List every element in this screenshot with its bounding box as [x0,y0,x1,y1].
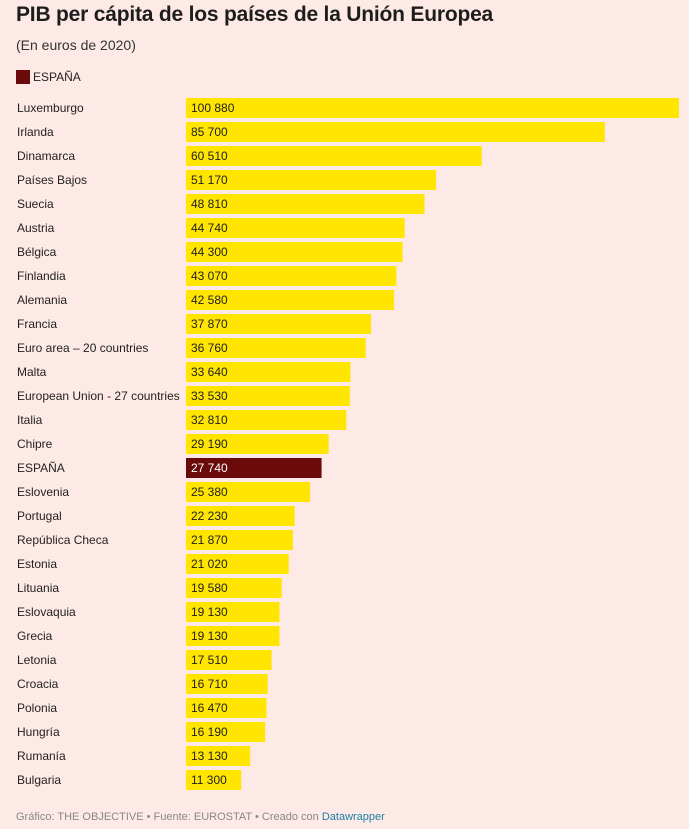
footer-text: Gráfico: THE OBJECTIVE • Fuente: EUROSTA… [16,811,322,823]
row-label: ESPAÑA [17,461,65,475]
bar [186,698,267,718]
bar [186,386,350,406]
bar-value-label: 33 530 [191,389,228,403]
bar-value-label: 100 880 [191,101,235,115]
bar-value-label: 60 510 [191,149,228,163]
bar [186,578,282,598]
row-label: Euro area – 20 countries [17,341,148,355]
bar [186,674,268,694]
bar [186,626,280,646]
bar [186,242,403,262]
bar [186,122,605,142]
bar [186,362,351,382]
bar-value-label: 43 070 [191,269,228,283]
bar-value-label: 85 700 [191,125,228,139]
bar [186,194,425,214]
bar-value-label: 32 810 [191,413,228,427]
bar-value-label: 42 580 [191,293,228,307]
row-label: Chipre [17,437,53,451]
row-label: Lituania [17,581,59,595]
bar [186,650,272,670]
row-label: Bulgaria [17,773,61,787]
bar-value-label: 13 130 [191,749,228,763]
bar-value-label: 33 640 [191,365,228,379]
bar [186,506,295,526]
bar-chart: Luxemburgo 100 880 Irlanda 85 700 Dinamarca 6… [17,98,679,790]
bar [186,770,242,790]
bar-value-label: 25 380 [191,485,228,499]
bar [186,338,366,358]
row-label: Italia [17,413,43,427]
bar-value-label: 44 300 [191,245,228,259]
bar-value-label: 29 190 [191,437,228,451]
legend-swatch [16,70,30,84]
bar-value-label: 16 470 [191,701,228,715]
row-label: Croacia [17,677,59,691]
bar-value-label: 48 810 [191,197,228,211]
chart-title: PIB per cápita de los países de la Unión… [16,3,494,26]
chart-subtitle: (En euros de 2020) [16,37,136,53]
bar-highlight [186,458,322,478]
bar [186,434,329,454]
bar [186,146,482,166]
row-label: Alemania [17,293,67,307]
bar [186,290,395,310]
bar [186,410,347,430]
footer-credits: Gráfico: THE OBJECTIVE • Fuente: EUROSTA… [16,811,385,823]
row-label: Portugal [17,509,62,523]
bar-value-label: 44 740 [191,221,228,235]
row-label: Países Bajos [17,173,87,187]
row-label: Finlandia [17,269,66,283]
bar-value-label: 21 870 [191,533,228,547]
row-label: Francia [17,317,57,331]
row-label: Letonia [17,653,57,667]
row-label: Eslovaquia [17,605,76,619]
bar [186,98,679,118]
row-label: Malta [17,365,47,379]
bar [186,530,293,550]
bar-value-label: 17 510 [191,653,228,667]
bar [186,482,311,502]
legend-label: ESPAÑA [33,70,81,84]
row-label: Grecia [17,629,53,643]
row-label: Rumanía [17,749,66,763]
row-label: Hungría [17,725,60,739]
bar [186,218,405,238]
row-label: Irlanda [17,125,54,139]
bar-value-label: 19 580 [191,581,228,595]
row-label: European Union - 27 countries [17,389,180,403]
bar-value-label: 11 300 [191,773,227,787]
row-label: Bélgica [17,245,57,259]
row-label: Luxemburgo [17,101,84,115]
bar-value-label: 21 020 [191,557,228,571]
row-label: Estonia [17,557,57,571]
datawrapper-link[interactable]: Datawrapper [321,811,385,823]
bar-value-label: 36 760 [191,341,228,355]
row-label: Polonia [17,701,57,715]
bar [186,602,280,622]
row-label: Dinamarca [17,149,75,163]
bar-value-label: 22 230 [191,509,228,523]
bar [186,554,289,574]
row-label: Austria [17,221,55,235]
bar-value-label: 27 740 [191,461,228,475]
row-label: Suecia [17,197,54,211]
bar-value-label: 19 130 [191,605,228,619]
bar-value-label: 16 190 [191,725,228,739]
bar [186,170,437,190]
bar [186,314,372,334]
bar [186,746,251,766]
legend: ESPAÑA [16,70,81,84]
bar-value-label: 51 170 [191,173,228,187]
bar [186,266,397,286]
row-label: Eslovenia [17,485,69,499]
bar-value-label: 37 870 [191,317,228,331]
bar [186,722,266,742]
bar-value-label: 19 130 [191,629,228,643]
row-label: República Checa [17,533,109,547]
bar-value-label: 16 710 [191,677,228,691]
